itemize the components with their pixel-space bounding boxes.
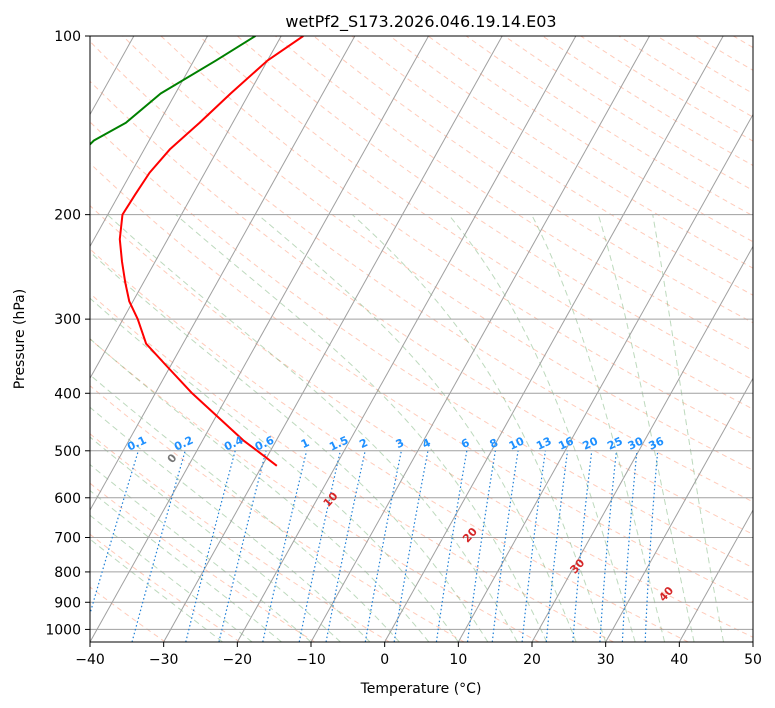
y-axis: 100 200 300 400 500 600 700 800 900 1000 (45, 29, 90, 638)
x-tick-label: −30 (149, 652, 179, 668)
moist-adiabat-line (257, 214, 577, 642)
isotherm-line (90, 36, 208, 248)
dry-adiabat-line (90, 533, 241, 642)
x-tick-label: 30 (597, 652, 615, 668)
x-tick-label: 50 (744, 652, 762, 668)
y-tick-label: 900 (54, 595, 81, 611)
mixing-ratio-line (521, 450, 547, 642)
y-axis-title: Pressure (hPa) (12, 289, 28, 389)
dry-adiabat-line (90, 121, 753, 569)
mixing-ratio-label: 13 (534, 434, 553, 452)
mixing-ratio-line (572, 450, 593, 642)
chart-title: wetPf2_S173.2026.046.19.14.E03 (285, 12, 556, 32)
isotherm-line (310, 36, 650, 642)
y-tick-label: 400 (54, 386, 81, 402)
y-tick-label: 600 (54, 491, 81, 507)
moist-adiabat-line (90, 251, 489, 642)
moist-adiabat-line (652, 214, 725, 642)
mixing-ratio-line (298, 450, 341, 642)
x-tick-label: −20 (223, 652, 253, 668)
isotherm-line (752, 640, 753, 642)
y-tick-label: 1000 (45, 622, 81, 638)
moist-adiabat-line (175, 214, 548, 642)
dry-adiabat-line (90, 338, 540, 642)
mixing-ratio-label: 36 (647, 434, 667, 452)
dry-adiabat-line (771, 36, 775, 642)
plot-background (90, 36, 753, 642)
moist-adiabat-line (90, 538, 223, 642)
x-tick-label: −10 (296, 652, 326, 668)
moist-adiabat-line (352, 214, 607, 642)
mixing-ratio-label: 25 (605, 435, 624, 453)
mixing-ratio-line (218, 450, 267, 642)
isotherm-line (384, 36, 724, 642)
mixing-ratio-label: 16 (556, 434, 576, 452)
x-tick-label: 10 (449, 652, 467, 668)
x-tick-label: 40 (670, 652, 688, 668)
dry-adiabat-line (90, 433, 390, 642)
x-tick-label: 0 (380, 652, 389, 668)
plot-frame (89, 35, 754, 643)
moist-adiabat-line (90, 463, 312, 642)
mixing-ratio-line (262, 450, 308, 642)
isotherm-line (163, 36, 503, 642)
isotherm-line (457, 113, 753, 642)
moist-adiabat-line (107, 214, 518, 642)
dry-adiabat-line (313, 36, 753, 324)
moist-adiabat-line (90, 338, 430, 642)
moist-adiabat-line (597, 214, 695, 642)
isotherm-line (605, 377, 753, 642)
moist-adiabat-line (90, 436, 341, 642)
isotherm-line (0, 36, 60, 642)
mixing-ratio-label: 20 (581, 434, 601, 452)
moist-adiabat-line (90, 489, 282, 642)
isotherm-line (90, 36, 429, 642)
mixing-ratio-label: 10 (507, 434, 527, 452)
grid-layer (0, 36, 775, 642)
dry-adiabat-line (90, 385, 465, 642)
y-tick-label: 800 (54, 565, 81, 581)
y-tick-label: 300 (54, 312, 81, 328)
x-axis-title: Temperature (°C) (360, 681, 482, 697)
dry-adiabat-line (160, 36, 753, 440)
moist-adiabat-line (90, 374, 400, 642)
dry-adiabat-line (90, 292, 614, 642)
isotherm-line (531, 245, 753, 642)
mixing-ratio-line (644, 450, 659, 642)
x-tick-label: −40 (75, 652, 105, 668)
mixing-ratio-line (466, 450, 496, 642)
dry-adiabat-line (90, 162, 753, 603)
mixing-ratio-line (599, 450, 618, 642)
isotherm-line (236, 36, 577, 642)
mixing-ratio-line (545, 450, 569, 642)
moist-adiabat-line (90, 406, 371, 642)
isotherm-line (678, 509, 753, 642)
moist-adiabat-line (90, 514, 253, 642)
y-tick-label: 100 (54, 29, 81, 45)
y-tick-label: 200 (54, 208, 81, 224)
y-tick-label: 500 (54, 444, 81, 460)
dry-adiabat-line (90, 40, 753, 503)
isotherm-line (90, 36, 356, 512)
mixing-ratio-line (185, 450, 236, 642)
x-tick-label: 20 (523, 652, 541, 668)
mixing-ratio-line (131, 450, 186, 642)
series-layer (90, 36, 304, 467)
dry-adiabat-line (236, 36, 753, 381)
mixing-ratio-line (621, 450, 638, 642)
mixing-ratio-line (491, 450, 519, 642)
y-tick-label: 700 (54, 531, 81, 547)
profile-line (118, 36, 304, 467)
mixing-ratio-label: 30 (626, 434, 646, 452)
isotherm-line (90, 36, 282, 380)
x-axis: −40 −30 −20 −10 0 10 20 30 40 50 (75, 642, 762, 668)
dry-adiabat-line (90, 80, 753, 535)
